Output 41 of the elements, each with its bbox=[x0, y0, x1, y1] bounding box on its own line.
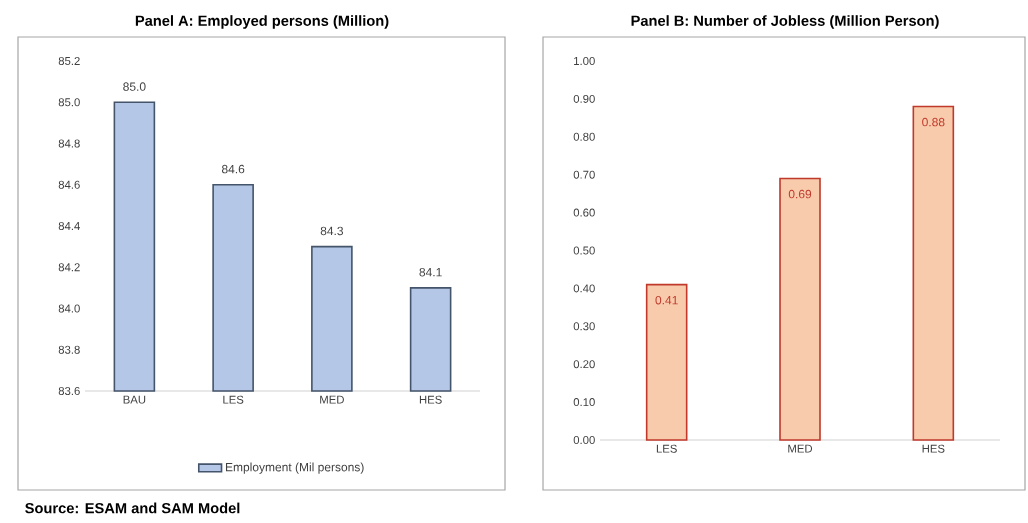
data-label: 0.88 bbox=[922, 117, 945, 127]
chart-title: Panel B: Number of Jobless (Million Person) bbox=[631, 15, 939, 29]
data-label: 84.1 bbox=[419, 267, 442, 277]
y-tick-label: 0.20 bbox=[573, 360, 595, 369]
bar bbox=[779, 177, 821, 441]
x-tick-label: LES bbox=[223, 395, 244, 404]
x-tick-label: LES bbox=[656, 444, 677, 453]
y-tick-label: 83.6 bbox=[58, 386, 80, 395]
y-tick-label: 0.40 bbox=[573, 284, 595, 293]
source-note: Source: ESAM and SAM Model bbox=[25, 502, 240, 514]
x-tick-label: HES bbox=[922, 444, 945, 453]
y-tick-label: 0.30 bbox=[573, 322, 595, 331]
bar bbox=[645, 283, 688, 441]
data-label: 0.69 bbox=[788, 189, 812, 199]
data-label: 84.6 bbox=[221, 164, 245, 174]
y-tick-label: 0.60 bbox=[573, 208, 595, 217]
y-tick-label: 0.50 bbox=[573, 246, 595, 255]
y-tick-label: 0.80 bbox=[573, 132, 595, 141]
y-tick-label: 84.6 bbox=[58, 180, 80, 189]
y-tick-label: 84.4 bbox=[58, 221, 80, 230]
y-tick-label: 0.10 bbox=[573, 398, 595, 407]
x-tick-label: MED bbox=[320, 395, 344, 404]
data-label: 85.0 bbox=[123, 82, 146, 91]
y-tick-label: 85.0 bbox=[58, 98, 80, 107]
y-tick-label: 0.90 bbox=[573, 94, 595, 103]
y-tick-label: 84.0 bbox=[58, 304, 80, 313]
y-tick-label: 84.2 bbox=[58, 263, 80, 272]
x-tick-label: BAU bbox=[123, 395, 146, 404]
bar bbox=[912, 105, 955, 441]
y-tick-label: 1.00 bbox=[574, 56, 595, 65]
y-tick-label: 85.2 bbox=[58, 56, 80, 65]
y-tick-label: 83.8 bbox=[58, 345, 80, 354]
legend-label: Employment (Mil persons) bbox=[225, 462, 364, 474]
data-label: 84.3 bbox=[320, 226, 344, 236]
x-tick-label: HES bbox=[419, 395, 442, 404]
data-label: 0.41 bbox=[655, 295, 678, 305]
y-tick-label: 84.8 bbox=[58, 139, 80, 148]
x-tick-label: MED bbox=[788, 444, 813, 453]
y-tick-label: 0.00 bbox=[573, 435, 595, 444]
y-tick-label: 0.70 bbox=[573, 170, 595, 179]
chart-title: Panel A: Employed persons (Million) bbox=[135, 15, 389, 29]
